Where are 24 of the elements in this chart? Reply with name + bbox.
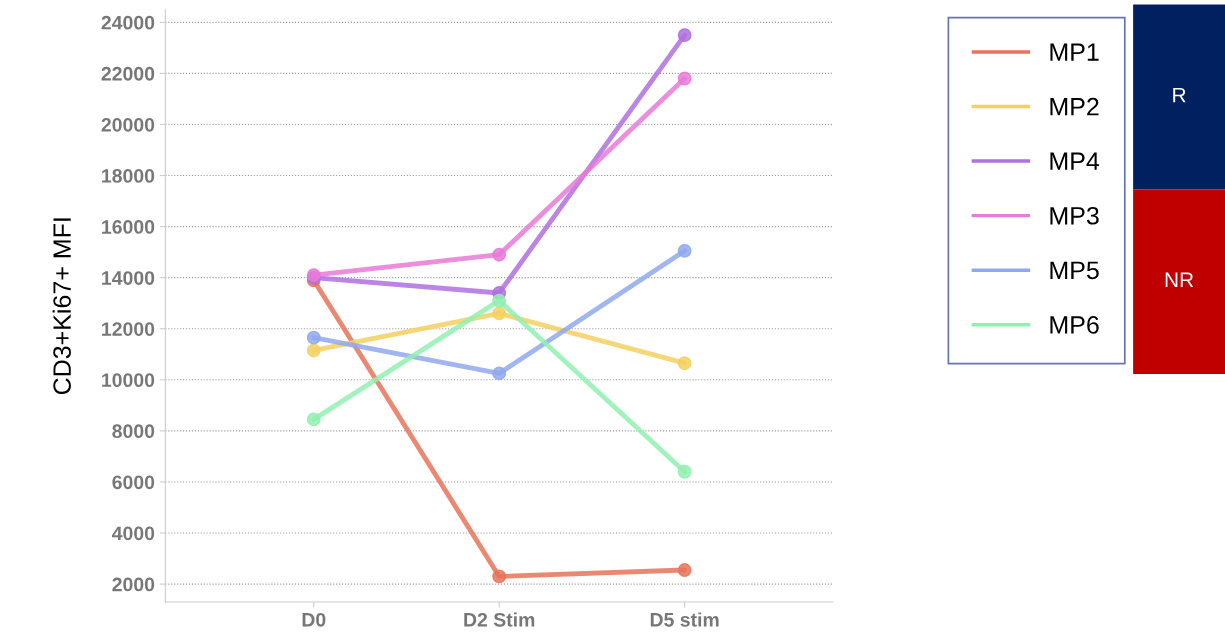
legend-label: MP3: [1050, 206, 1099, 225]
y-tick-label: 4000: [112, 526, 155, 541]
legend-label: MP4: [1050, 152, 1100, 170]
legend-label: MP5: [1050, 261, 1099, 280]
y-tick-label: 10000: [102, 373, 155, 388]
y-tick-label: 8000: [112, 424, 155, 439]
text: NR: [1165, 272, 1194, 287]
x-tick-label: D5 stim: [650, 612, 719, 627]
legend-label: MP1: [1050, 43, 1099, 61]
y-tick-label: 24000: [101, 15, 155, 30]
y-tick-label: 12000: [102, 322, 155, 336]
text: R: [1173, 87, 1186, 103]
x-tick-label: D2 Stim: [464, 612, 535, 627]
y-tick-label: 20000: [101, 117, 155, 132]
y-axis-title: CD3+Ki67+ MFI: [52, 218, 71, 395]
y-tick-label: 2000: [112, 577, 155, 592]
y-tick-label: 16000: [102, 220, 155, 234]
y-tick-label: 18000: [102, 169, 155, 183]
y-tick-label: 6000: [112, 475, 155, 490]
legend-label: MP6: [1050, 316, 1099, 334]
y-tick-label: 22000: [101, 66, 155, 81]
x-tick-label: D0: [302, 612, 326, 627]
y-tick-label: 14000: [102, 271, 155, 285]
legend-label: MP2: [1050, 97, 1099, 116]
